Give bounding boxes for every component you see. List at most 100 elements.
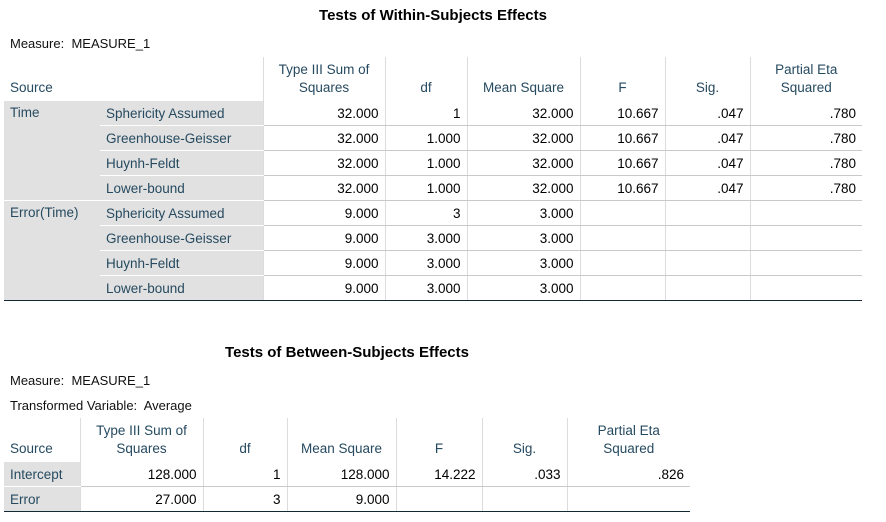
data-row: Greenhouse-Geisser 9.000 3.000 3.000 — [4, 225, 862, 251]
group-label: Error(Time) — [4, 200, 100, 301]
table-note: Measure: MEASURE_1 — [10, 373, 150, 388]
column-header: df — [202, 418, 287, 462]
cell: 1.000 — [384, 175, 467, 201]
column-header: Partial Eta Squared — [749, 57, 862, 101]
cell: .033 — [481, 462, 567, 487]
empty-cell — [664, 200, 750, 226]
row-label: Lower-bound — [100, 175, 263, 201]
column-header: Sig. — [664, 57, 750, 101]
table-title: Tests of Within-Subjects Effects — [319, 7, 547, 24]
empty-cell — [749, 275, 862, 301]
data-row: Time Sphericity Assumed 32.000 1 32.000 10.66… — [4, 101, 862, 201]
cell: 3.000 — [466, 250, 580, 276]
column-header: Type III Sum of Squares — [262, 57, 385, 101]
row-label: Huynh-Feldt — [100, 250, 263, 276]
column-header: Source — [10, 441, 53, 456]
row-label: Sphericity Assumed — [100, 200, 263, 226]
cell: 10.667 — [579, 101, 665, 126]
empty-cell — [579, 250, 665, 276]
empty-cell — [749, 225, 862, 251]
data-row: Greenhouse-Geisser 32.000 1.000 32.000 10.66… — [4, 125, 862, 151]
row-label: Greenhouse-Geisser — [100, 225, 263, 251]
empty-cell — [664, 250, 750, 276]
empty-cell — [664, 275, 750, 301]
data-row: Intercept 128.000 1 128.000 14.222.033.826 — [4, 462, 690, 487]
cell: .047 — [664, 101, 750, 126]
header-row: Source Type III Sum of Squares df Mean Squa… — [4, 57, 862, 101]
cell: .826 — [566, 462, 690, 487]
column-header: Mean Square — [286, 418, 396, 462]
column-header: Type III Sum of Squares — [79, 418, 203, 462]
cell: 32.000 — [466, 125, 580, 151]
cell: 10.667 — [579, 125, 665, 151]
cell: .047 — [664, 125, 750, 151]
cell: 3.000 — [466, 225, 580, 251]
cell: 128.000 — [286, 462, 396, 487]
cell: 3.000 — [384, 225, 467, 251]
empty-cell — [579, 225, 665, 251]
cell: 32.000 — [262, 150, 385, 176]
cell: 9.000 — [262, 225, 385, 251]
results-table: Source Type III Sum of Squares df Mean Squa… — [4, 57, 862, 301]
cell: 1 — [384, 101, 467, 126]
column-header: Mean Square — [466, 57, 580, 101]
cell: 32.000 — [466, 175, 580, 201]
cell: 27.000 — [79, 486, 203, 512]
data-row: Huynh-Feldt 32.000 1.000 32.000 10.667.047.7… — [4, 150, 862, 176]
row-label: Sphericity Assumed — [100, 101, 263, 126]
header-row: Source Type III Sum of Squares df Mean Squa… — [4, 418, 690, 462]
row-label: Error — [4, 486, 80, 512]
column-header: df — [384, 57, 467, 101]
cell: .780 — [749, 101, 862, 126]
column-header: Source — [10, 80, 53, 95]
row-label: Intercept — [4, 462, 80, 487]
cell: .780 — [749, 150, 862, 176]
data-row: Error 27.000 3 9.000 — [4, 486, 690, 512]
cell: 14.222 — [395, 462, 482, 487]
cell: 3.000 — [384, 275, 467, 301]
column-header: F — [579, 57, 665, 101]
cell: .047 — [664, 175, 750, 201]
cell: 32.000 — [466, 101, 580, 126]
data-row: Error(Time) Sphericity Assumed 9.000 3 3.000 — [4, 200, 862, 301]
cell: .047 — [664, 150, 750, 176]
note-value: MEASURE_1 — [71, 36, 151, 51]
data-row: Lower-bound 9.000 3.000 3.000 — [4, 275, 862, 301]
table-note: Transformed Variable: Average — [10, 398, 192, 413]
cell: 1.000 — [384, 150, 467, 176]
empty-cell — [579, 200, 665, 226]
cell: 10.667 — [579, 175, 665, 201]
cell: .780 — [749, 125, 862, 151]
data-row: Huynh-Feldt 9.000 3.000 3.000 — [4, 250, 862, 276]
cell: 9.000 — [262, 250, 385, 276]
row-label: Huynh-Feldt — [100, 150, 263, 176]
cell: 32.000 — [466, 150, 580, 176]
row-label: Lower-bound — [100, 275, 263, 301]
group-label: Time — [4, 101, 100, 201]
note-value: Average — [143, 398, 192, 413]
cell: 1 — [202, 462, 287, 487]
column-header: F — [395, 418, 482, 462]
cell: 9.000 — [262, 200, 385, 226]
table-note: Measure: MEASURE_1 — [10, 36, 150, 51]
empty-cell — [749, 250, 862, 276]
cell: 3 — [384, 200, 467, 226]
table-title: Tests of Between-Subjects Effects — [225, 344, 469, 361]
empty-cell — [481, 486, 567, 512]
note-label: Measure: — [10, 373, 65, 388]
cell: 10.667 — [579, 150, 665, 176]
cell: 3.000 — [384, 250, 467, 276]
cell: 1.000 — [384, 125, 467, 151]
note-label: Transformed Variable: — [10, 398, 138, 413]
cell: 3.000 — [466, 275, 580, 301]
results-table: Source Type III Sum of Squares df Mean Squa… — [4, 418, 690, 512]
note-label: Measure: — [10, 36, 65, 51]
column-header: Partial Eta Squared — [566, 418, 690, 462]
cell: 3 — [202, 486, 287, 512]
cell: 9.000 — [262, 275, 385, 301]
cell: 32.000 — [262, 175, 385, 201]
cell: 32.000 — [262, 101, 385, 126]
empty-cell — [664, 225, 750, 251]
cell: 128.000 — [79, 462, 203, 487]
